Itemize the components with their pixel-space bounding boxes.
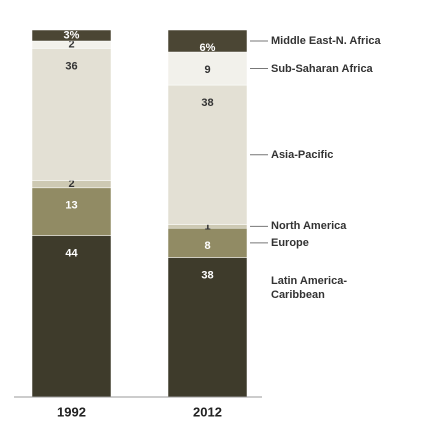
legend-label: Sub-Saharan Africa — [271, 62, 373, 75]
value-label: 9 — [204, 64, 210, 76]
bar-segment — [167, 84, 248, 225]
x-tick-label: 2012 — [193, 404, 222, 419]
bar-segment — [167, 51, 248, 86]
legend-label: Latin America-Caribbean — [271, 274, 348, 301]
bar-segment — [31, 235, 112, 398]
legend-label: Middle East-N. Africa — [271, 35, 381, 47]
x-tick-label: 1992 — [57, 404, 86, 419]
bar-segment — [31, 48, 112, 181]
value-label: 13 — [65, 200, 77, 212]
value-label: 36 — [65, 60, 77, 72]
value-label: 38 — [201, 269, 213, 281]
bar-segment — [167, 257, 248, 398]
value-label: 1 — [204, 220, 210, 232]
legend-label: Europe — [271, 236, 309, 249]
value-label: 2 — [68, 178, 74, 190]
value-label: 6% — [200, 42, 216, 54]
bar-segment — [167, 227, 248, 258]
value-label: 38 — [201, 97, 213, 109]
value-label: 3% — [64, 29, 80, 41]
bar-segment — [31, 29, 112, 42]
value-label: 8 — [204, 240, 210, 252]
value-label: 44 — [65, 247, 78, 259]
value-label: 2 — [68, 39, 74, 51]
legend-label: Asia-Pacific — [271, 148, 334, 161]
bar-segment — [31, 187, 112, 236]
bar-segment — [167, 29, 248, 53]
legend-label: North America — [271, 220, 347, 233]
